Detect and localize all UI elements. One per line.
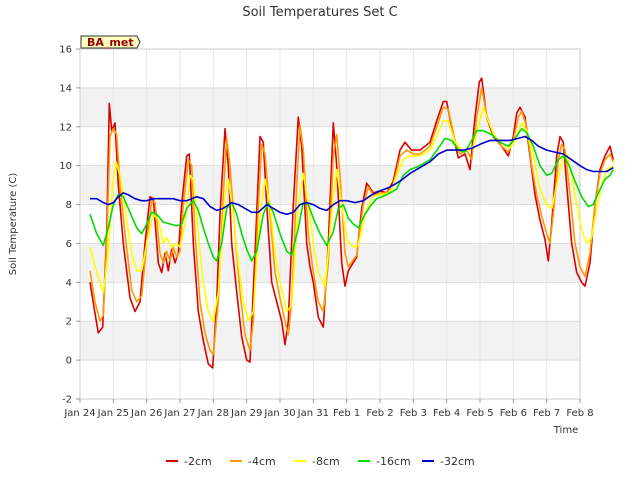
legend-label: -2cm [184, 455, 212, 468]
x-tick-label: Feb 8 [566, 408, 593, 419]
grid-band [80, 321, 580, 361]
station-badge: BA_met [80, 35, 141, 49]
series-lines [89, 77, 615, 369]
x-tick-label: Jan 29 [230, 408, 262, 419]
y-tick-label: 12 [59, 122, 72, 133]
legend: -2cm -4cm -8cm -16cm -32cm [166, 455, 475, 468]
y-tick-label: 14 [59, 83, 72, 94]
x-tick-label: Jan 26 [130, 408, 162, 419]
x-axis: Jan 24 Jan 25 Jan 26 Jan 27 Jan 28 Jan 29 Jan … [63, 399, 594, 419]
y-tick-label: 16 [59, 45, 72, 56]
y-tick-label: 8 [66, 200, 72, 211]
series-line-neg8cm [89, 106, 614, 322]
y-tick-label: 4 [66, 278, 72, 289]
chart-title: Soil Temperatures Set C [242, 5, 397, 20]
grid-band [80, 243, 580, 283]
series-line-neg32cm [90, 135, 614, 216]
x-tick-label: Jan 25 [97, 408, 129, 419]
grid-band [80, 87, 580, 127]
x-tick-label: Jan 24 [63, 408, 95, 419]
badge-shape [80, 35, 141, 49]
y-tick-label: 10 [59, 161, 72, 172]
badge-label: BA_met [87, 36, 134, 49]
x-tick-label: Feb 5 [466, 408, 493, 419]
y-tick-label: 0 [66, 356, 72, 367]
x-tick-label: Feb 6 [500, 408, 527, 419]
y-tick-label: 2 [66, 317, 72, 328]
legend-label: -8cm [312, 455, 340, 468]
x-tick-label: Jan 27 [163, 408, 195, 419]
legend-label: -32cm [440, 455, 475, 468]
x-tick-label: Feb 4 [433, 408, 460, 419]
x-tick-label: Jan 31 [297, 408, 329, 419]
x-tick-label: Feb 1 [333, 408, 360, 419]
x-tick-label: Feb 2 [366, 408, 393, 419]
x-tick-label: Jan 30 [263, 408, 295, 419]
plot-background [80, 49, 580, 399]
legend-label: -4cm [248, 455, 276, 468]
x-tick-label: Feb 3 [400, 408, 427, 419]
x-axis-label: Time [553, 425, 578, 436]
series-line-neg4cm [89, 87, 615, 356]
legend-label: -16cm [376, 455, 411, 468]
x-tick-label: Feb 7 [533, 408, 560, 419]
y-axis-label: Soil Temperature (C) [8, 173, 19, 276]
y-tick-label: -2 [62, 395, 72, 406]
x-tick-label: Jan 28 [197, 408, 229, 419]
y-tick-label: 6 [66, 239, 72, 250]
y-axis: -2 0 2 4 6 8 10 12 14 16 [59, 45, 80, 406]
